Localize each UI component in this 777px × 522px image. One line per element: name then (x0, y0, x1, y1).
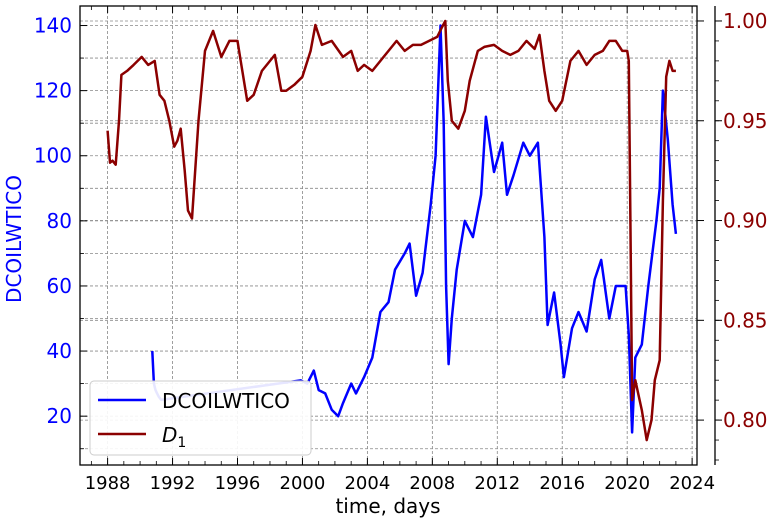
y-tick-label-left: 140 (34, 14, 72, 38)
legend-label-d1-main: D (162, 423, 177, 447)
series-line-dcoilwtico (151, 24, 678, 434)
x-tick-label: 2016 (539, 473, 585, 494)
series-layer (106, 19, 678, 442)
legend: DCOILWTICO D1 (89, 380, 312, 456)
x-tick-label: 1988 (85, 473, 131, 494)
y-tick-label-left: 60 (47, 274, 72, 298)
x-tick-label: 1996 (215, 473, 261, 494)
x-tick-label: 1992 (150, 473, 196, 494)
y-tick-label-left: 20 (47, 404, 72, 428)
x-tick-label: 2008 (409, 473, 455, 494)
plot-frame (79, 5, 698, 466)
x-axis-label: time, days (335, 494, 440, 518)
y-tick-label-right: 0.95 (723, 109, 768, 133)
legend-label-dcoilwtico: DCOILWTICO (162, 389, 290, 413)
x-tick-label: 2024 (669, 473, 715, 494)
y-tick-label-right: 0.85 (723, 308, 768, 332)
y-tick-label-right: 0.80 (723, 408, 768, 432)
y-tick-label-left: 120 (34, 79, 72, 103)
y-tick-label-left: 100 (34, 144, 72, 168)
x-tick-label: 2012 (474, 473, 520, 494)
y-tick-label-left: 80 (47, 209, 72, 233)
y-axis-label-left: DCOILWTICO (2, 175, 26, 303)
x-tick-label: 2020 (604, 473, 650, 494)
legend-label-d1: D1 (162, 423, 186, 451)
x-tick-label: 2004 (344, 473, 390, 494)
series-line-d1 (106, 19, 676, 442)
y-tick-label-left: 40 (47, 339, 72, 363)
x-tick-label: 2000 (280, 473, 326, 494)
y-tick-label-right: 0.90 (723, 209, 768, 233)
axes: 1988 1992 1996 2000 2004 2008 2012 2016 2020 2024… (34, 6, 768, 494)
y-tick-label-right: 1.00 (723, 9, 768, 33)
legend-label-d1-sub: 1 (177, 435, 186, 451)
